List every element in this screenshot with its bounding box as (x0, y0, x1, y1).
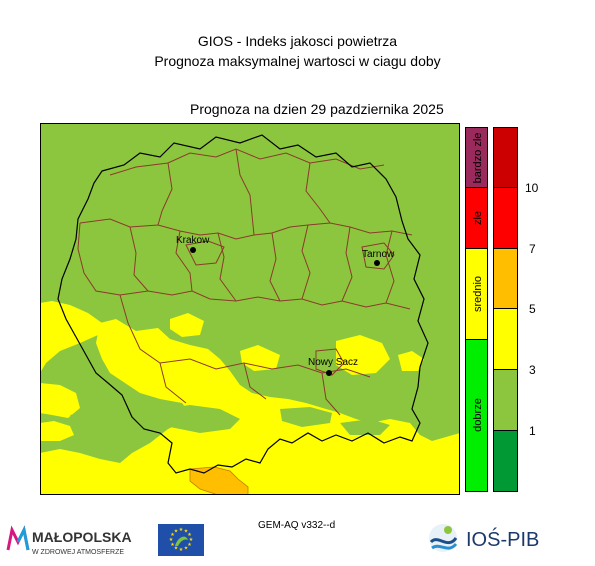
ios-pib-logo-icon: IOŚ-PIB (429, 524, 539, 552)
voivodeship-border (57, 134, 429, 474)
city-label-nowy-sacz: Nowy Sacz (308, 357, 358, 368)
eu-flag-icon: ★ ★★★ ★★★★ ★★★★ (158, 524, 204, 556)
sufficient-zone (189, 466, 249, 495)
scale-segment-1 (493, 430, 518, 492)
legend-colorbar: bardzo zle zle srednio dobrze 10 7 5 3 1 (465, 127, 539, 492)
city-markers: Krakow Tarnow Nowy Sacz (176, 235, 395, 376)
svg-text:★: ★ (170, 542, 175, 548)
krakow-marker (190, 247, 196, 253)
moderate-zones (40, 301, 460, 495)
svg-text:★: ★ (179, 527, 184, 533)
category-label-very-bad: bardzo zle (472, 133, 484, 184)
eu-stars: ★ ★★★ ★★★★ ★★★★ (169, 527, 194, 553)
city-label-krakow: Krakow (176, 235, 210, 246)
map-title: GIOS - Indeks jakosci powietrza (197, 33, 398, 49)
svg-text:★: ★ (170, 532, 175, 538)
category-bar (465, 127, 488, 492)
forecast-date: Prognoza na dzien 29 pazdziernika 2025 (190, 101, 444, 117)
malopolska-title: MAŁOPOLSKA (32, 529, 132, 545)
scale-tick-10: 10 (525, 181, 539, 195)
scale-segment-4 (493, 248, 518, 309)
svg-text:★: ★ (187, 532, 192, 538)
city-label-tarnow: Tarnow (362, 249, 395, 260)
scale-segment-3 (493, 308, 518, 370)
map-subtitle: Prognoza maksymalnej wartosci w ciagu do… (154, 53, 441, 69)
svg-text:★: ★ (174, 546, 179, 552)
category-label-bad: zle (472, 211, 484, 225)
scale-tick-3: 3 (529, 363, 536, 377)
scale-segment-5 (493, 187, 518, 249)
scale-segment-2 (493, 369, 518, 431)
county-borders (77, 148, 413, 416)
scale-tick-7: 7 (529, 242, 536, 256)
scale-tick-5: 5 (529, 302, 536, 316)
svg-text:★: ★ (187, 542, 192, 548)
good-pockets (70, 405, 390, 435)
life-logo-icon (175, 536, 188, 546)
svg-text:★: ★ (179, 547, 184, 553)
svg-text:★: ★ (184, 529, 189, 535)
model-version-label: GEM-AQ v332--d (258, 520, 336, 531)
svg-text:★: ★ (174, 529, 179, 535)
svg-text:★: ★ (184, 546, 189, 552)
category-label-moderate: srednio (472, 276, 484, 312)
svg-text:★: ★ (189, 537, 194, 543)
index-scale-bar (493, 127, 518, 492)
malopolska-subtitle: W ZDROWEJ ATMOSFERZE (32, 549, 124, 556)
tarnow-marker (374, 260, 380, 266)
svg-text:★: ★ (169, 537, 174, 543)
air-quality-map: Krakow Tarnow Nowy Sacz (40, 123, 460, 495)
nowy-sacz-marker (326, 370, 332, 376)
scale-segment-6 (493, 127, 518, 188)
category-good (465, 339, 488, 492)
category-label-good: dobrze (472, 398, 484, 432)
malopolska-logo-icon: MAŁOPOLSKA W ZDROWEJ ATMOSFERZE (6, 525, 132, 556)
scale-tick-1: 1 (529, 424, 536, 438)
map-frame (40, 123, 460, 495)
ios-pib-text: IOŚ-PIB (466, 527, 539, 551)
